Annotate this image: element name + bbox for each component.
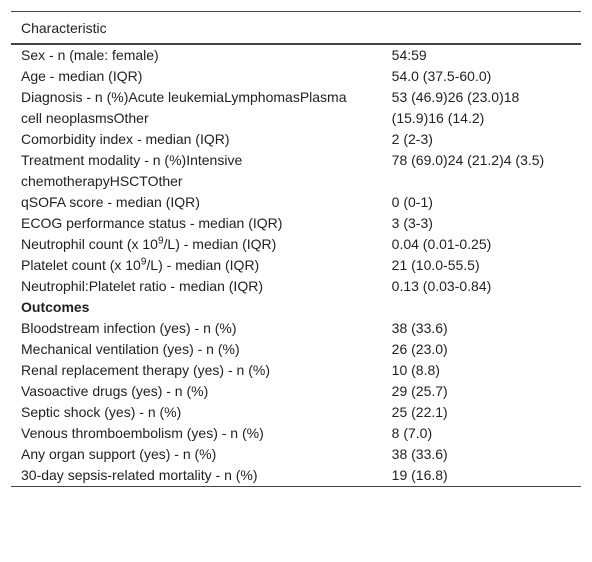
table-cell: 38 (33.6) bbox=[391, 320, 448, 336]
table-row: Neutrophil:Platelet ratio - median (IQR)… bbox=[11, 276, 581, 297]
table-row: Treatment modality - n (%)Intensive chem… bbox=[11, 150, 581, 192]
superscript: 9 bbox=[157, 235, 164, 247]
table-cell: 25 (22.1) bbox=[391, 404, 448, 420]
table-cell: Renal replacement therapy (yes) - n (%) bbox=[21, 362, 270, 378]
table-cell: 10 (8.8) bbox=[391, 362, 440, 378]
table-cell: Mechanical ventilation (yes) - n (%) bbox=[21, 341, 240, 357]
table-row: Sex - n (male: female) 54:59 bbox=[11, 44, 581, 66]
table-row: Septic shock (yes) - n (%) 25 (22.1) bbox=[11, 402, 581, 423]
table-cell: 26 (23.0) bbox=[391, 341, 448, 357]
table-row: Platelet count (x 109/L) - median (IQR) 2… bbox=[11, 255, 581, 276]
table-cell: 0.13 (0.03-0.84) bbox=[391, 278, 492, 294]
table-cell: Comorbidity index - median (IQR) bbox=[21, 131, 230, 147]
table-cell: 3 (3-3) bbox=[391, 215, 433, 231]
table-row: Vasoactive drugs (yes) - n (%) 29 (25.7) bbox=[11, 381, 581, 402]
table-row: Bloodstream infection (yes) - n (%) 38 (3… bbox=[11, 318, 581, 339]
table-cell: 8 (7.0) bbox=[391, 425, 433, 441]
table-cell: Venous thromboembolism (yes) - n (%) bbox=[21, 425, 264, 441]
table-cell: Diagnosis - n (%)Acute leukemiaLymphomas… bbox=[21, 89, 347, 126]
table-head: Characteristic bbox=[11, 11, 581, 45]
table-cell: 0 (0-1) bbox=[391, 194, 433, 210]
table-cell: Neutrophil count (x 109/L) - median (IQR… bbox=[11, 234, 392, 255]
table-cell: Neutrophil:Platelet ratio - median (IQR) bbox=[21, 278, 263, 294]
table-row: Mechanical ventilation (yes) - n (%) 26 (… bbox=[11, 339, 581, 360]
table-row: Renal replacement therapy (yes) - n (%) 1… bbox=[11, 360, 581, 381]
table-row: Neutrophil count (x 109/L) - median (IQR… bbox=[11, 234, 581, 255]
table-row: Outcomes bbox=[11, 297, 581, 318]
table-cell: 2 (2-3) bbox=[391, 131, 433, 147]
cell-text: /L) - median (IQR) bbox=[146, 257, 260, 273]
table-cell: 54.0 (37.5-60.0) bbox=[391, 68, 492, 84]
table-row: Comorbidity index - median (IQR) 2 (2-3) bbox=[11, 129, 581, 150]
table-cell: Age - median (IQR) bbox=[21, 68, 143, 84]
table-cell: 29 (25.7) bbox=[391, 383, 448, 399]
table-cell: Platelet count (x 109/L) - median (IQR) bbox=[11, 255, 392, 276]
superscript: 9 bbox=[140, 256, 147, 268]
table-cell: Septic shock (yes) - n (%) bbox=[21, 404, 182, 420]
table-row: Any organ support (yes) - n (%) 38 (33.6) bbox=[11, 444, 581, 465]
table-cell: qSOFA score - median (IQR) bbox=[21, 194, 200, 210]
table-cell: 38 (33.6) bbox=[391, 446, 448, 462]
table-row: Diagnosis - n (%)Acute leukemiaLymphomas… bbox=[11, 87, 581, 129]
table-cell: Treatment modality - n (%)Intensive chem… bbox=[21, 152, 243, 189]
table-cell: 0.04 (0.01-0.25) bbox=[391, 236, 492, 252]
header-row: Characteristic bbox=[11, 11, 581, 45]
characteristics-table: Characteristic Sex - n (male: female) 54:… bbox=[11, 11, 581, 487]
table-cell: Sex - n (male: female) bbox=[21, 47, 159, 63]
header-cell: Characteristic bbox=[11, 11, 581, 45]
table-body: Sex - n (male: female) 54:59 Age - median … bbox=[11, 44, 581, 487]
table-cell: 21 (10.0-55.5) bbox=[391, 257, 480, 273]
table-cell: Bloodstream infection (yes) - n (%) bbox=[21, 320, 237, 336]
cell-text: /L) - median (IQR) bbox=[163, 236, 277, 252]
table-cell: 78 (69.0)24 (21.2)4 (3.5) bbox=[391, 152, 545, 168]
table-row: 30-day sepsis-related mortality - n (%) 1… bbox=[11, 465, 581, 487]
table-row: Venous thromboembolism (yes) - n (%) 8 (7… bbox=[11, 423, 581, 444]
table-cell: Any organ support (yes) - n (%) bbox=[21, 446, 217, 462]
table-row: qSOFA score - median (IQR) 0 (0-1) bbox=[11, 192, 581, 213]
table-cell: Vasoactive drugs (yes) - n (%) bbox=[21, 383, 209, 399]
table-cell: ECOG performance status - median (IQR) bbox=[21, 215, 283, 231]
table-row: Age - median (IQR) 54.0 (37.5-60.0) bbox=[11, 66, 581, 87]
table-cell: 19 (16.8) bbox=[391, 467, 448, 483]
table-row: ECOG performance status - median (IQR) 3 … bbox=[11, 213, 581, 234]
cell-text: Platelet count (x 10 bbox=[21, 257, 141, 273]
cell-text: Neutrophil count (x 10 bbox=[21, 236, 158, 252]
table-cell: 53 (46.9)26 (23.0)18 (15.9)16 (14.2) bbox=[391, 89, 520, 126]
table-cell: 30-day sepsis-related mortality - n (%) bbox=[21, 467, 258, 483]
table-cell: Outcomes bbox=[21, 299, 90, 315]
table-cell: 54:59 bbox=[391, 47, 427, 63]
